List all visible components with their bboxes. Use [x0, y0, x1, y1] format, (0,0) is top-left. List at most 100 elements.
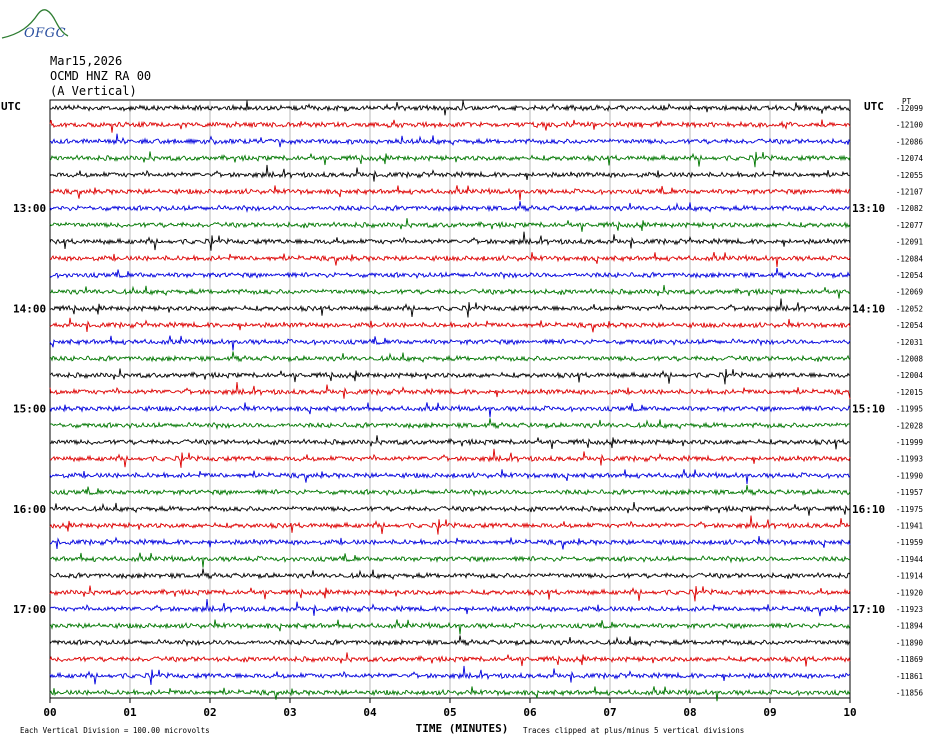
trace-offset-label: -12069	[896, 288, 923, 297]
trace-offset-label: -12074	[896, 154, 924, 163]
trace-offset-label: -11890	[896, 638, 924, 647]
seismic-trace	[49, 381, 851, 400]
x-tick-label: 02	[203, 706, 216, 719]
trace-offset-label: -12054	[896, 271, 924, 280]
seismic-trace	[49, 599, 851, 617]
seismic-trace	[49, 635, 851, 648]
trace-offset-label: -11923	[896, 605, 923, 614]
trace-offset-label: -12055	[896, 171, 923, 180]
trace-offset-label: -12091	[896, 238, 923, 247]
trace-offset-label: -12031	[896, 338, 923, 347]
seismic-trace	[49, 536, 851, 550]
footer-clip-note: Traces clipped at plus/minus 5 vertical …	[523, 726, 744, 735]
seismic-trace	[49, 351, 851, 363]
seismic-trace	[49, 185, 851, 201]
trace-offset-label: -11920	[896, 588, 924, 597]
left-axis-title: UTC	[1, 100, 21, 113]
seismic-trace	[49, 418, 851, 431]
right-hour-label: 16:10	[852, 503, 885, 516]
trace-offset-label: -11944	[896, 555, 924, 564]
left-hour-label: 16:00	[13, 503, 46, 516]
trace-offset-label: -11975	[896, 505, 923, 514]
seismic-trace	[50, 133, 851, 148]
seismic-trace	[49, 119, 851, 133]
plot-date: Mar15,2026	[50, 54, 123, 68]
seismic-trace	[49, 335, 851, 351]
seismic-trace	[49, 317, 851, 333]
x-tick-label: 00	[43, 706, 56, 719]
x-axis-label: TIME (MINUTES)	[416, 722, 509, 735]
seismic-trace	[49, 151, 851, 168]
logo-icon	[1, 9, 69, 39]
component-label: (A Vertical)	[50, 84, 137, 98]
seismic-trace	[49, 469, 851, 485]
trace-offset-label: -12100	[896, 121, 924, 130]
seismic-trace	[49, 686, 851, 702]
x-tick-label: 10	[843, 706, 856, 719]
trace-offset-label: -11861	[896, 672, 923, 681]
seismic-trace	[49, 619, 851, 635]
seismic-trace	[49, 218, 851, 232]
trace-offset-label: -11995	[896, 405, 923, 414]
x-tick-label: 08	[683, 706, 696, 719]
trace-offset-label: -12008	[896, 355, 924, 364]
left-hour-label: 17:00	[13, 603, 46, 616]
seismic-trace	[49, 652, 851, 667]
right-hour-label: 13:10	[852, 202, 885, 215]
seismic-trace	[49, 568, 851, 581]
seismic-trace	[49, 252, 851, 268]
trace-offset-label: -11941	[896, 522, 923, 531]
seismic-trace	[49, 435, 851, 450]
seismic-trace	[49, 502, 851, 516]
trace-offset-label: -12028	[896, 421, 924, 430]
seismic-trace	[49, 231, 851, 251]
trace-offset-label: -11957	[896, 488, 923, 497]
x-tick-label: 01	[123, 706, 137, 719]
x-tick-label: 03	[283, 706, 296, 719]
seismic-trace	[49, 448, 851, 468]
seismic-trace	[49, 284, 851, 299]
right-hour-label: 17:10	[852, 603, 885, 616]
seismic-trace	[49, 100, 851, 116]
trace-offset-label: -11990	[896, 471, 924, 480]
seismic-trace	[49, 368, 851, 385]
x-tick-label: 06	[523, 706, 537, 719]
trace-offset-label: -12082	[896, 204, 923, 213]
seismic-trace	[49, 201, 851, 213]
seismic-trace	[49, 485, 851, 497]
trace-offset-label: -12084	[896, 254, 924, 263]
trace-offset-label: -12054	[896, 321, 924, 330]
x-tick-label: 04	[363, 706, 377, 719]
footer-scale-note: Each Vertical Division = 100.00 microvol…	[20, 726, 210, 735]
right-axis-title: UTC	[864, 100, 884, 113]
seismic-trace	[49, 164, 851, 182]
seismic-trace	[49, 552, 851, 568]
right-header: PT	[902, 97, 912, 106]
seismic-trace	[49, 402, 851, 418]
left-hour-label: 15:00	[13, 403, 46, 416]
trace-offset-label: -11914	[896, 572, 924, 581]
trace-offset-label: -12099	[896, 104, 923, 113]
trace-offset-label: -11959	[896, 538, 923, 547]
seismic-trace	[49, 585, 851, 602]
trace-offset-label: -11999	[896, 438, 923, 447]
trace-offset-label: -11894	[896, 622, 924, 631]
trace-offset-label: -12086	[896, 137, 924, 146]
left-hour-label: 14:00	[13, 302, 46, 315]
station-label: OCMD HNZ RA 00	[50, 69, 152, 83]
trace-offset-label: -12107	[896, 188, 923, 197]
left-hour-label: 13:00	[13, 202, 46, 215]
seismic-trace	[49, 267, 851, 280]
right-hour-label: 14:10	[852, 302, 885, 315]
trace-offset-label: -12004	[896, 371, 924, 380]
trace-offset-label: -11856	[896, 689, 924, 698]
seismic-trace	[49, 515, 851, 535]
trace-offset-label: -12077	[896, 221, 923, 230]
right-hour-label: 15:10	[852, 403, 885, 416]
x-tick-label: 05	[443, 706, 456, 719]
seismic-trace	[49, 665, 851, 685]
seismic-trace	[49, 298, 851, 318]
x-tick-label: 09	[763, 706, 776, 719]
x-tick-label: 07	[603, 706, 616, 719]
